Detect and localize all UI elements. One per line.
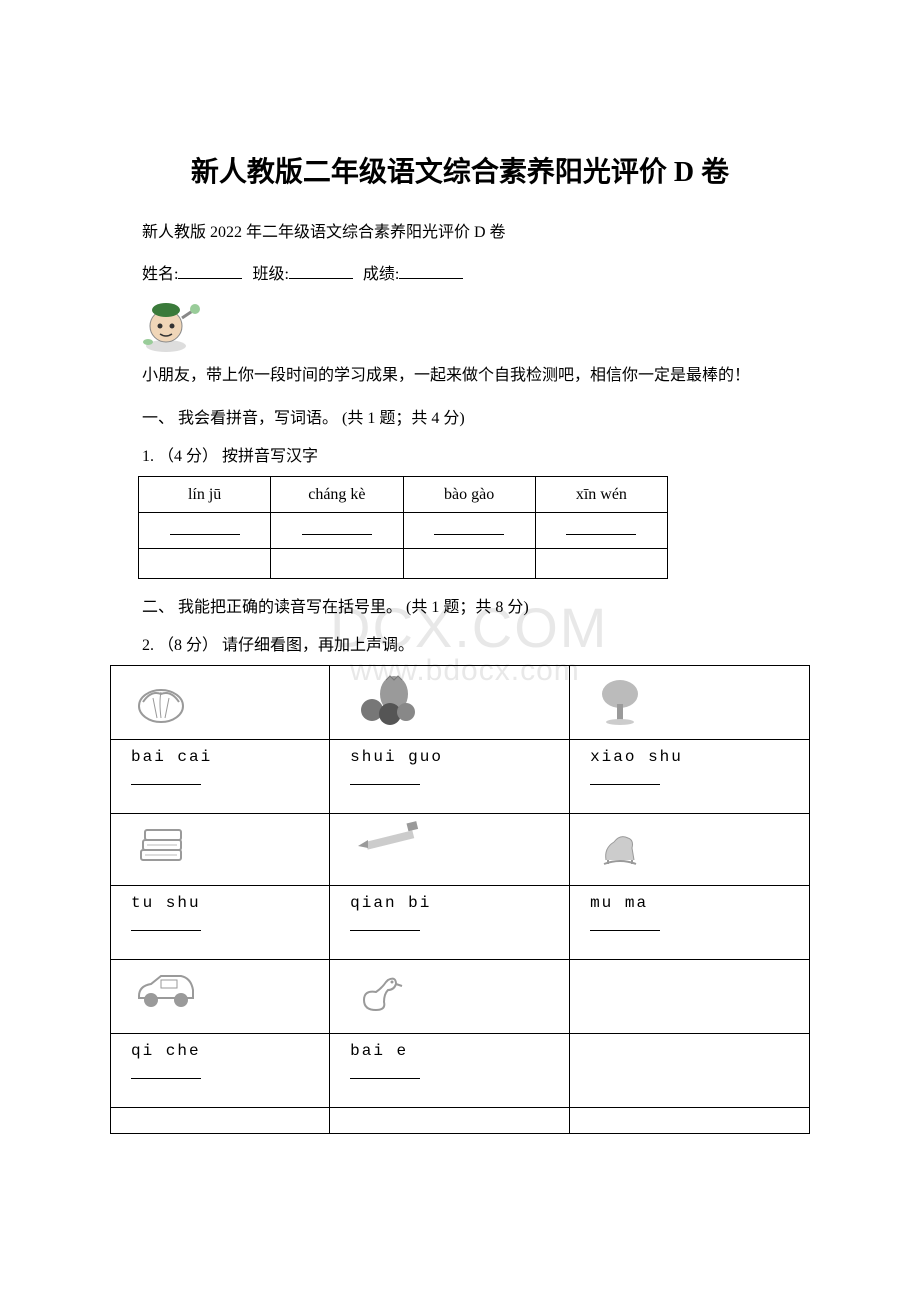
score-label: 成绩:	[363, 266, 399, 283]
answer-cell[interactable]	[535, 513, 667, 549]
empty-cell	[570, 1034, 810, 1108]
table-row	[111, 960, 810, 1034]
pinyin-cell: bào gào	[403, 477, 535, 513]
image-pinyin-table: bai cai shui guo xiao shu tu shu qian bi…	[110, 665, 810, 1134]
pinyin-answer[interactable]: tu shu	[111, 886, 330, 960]
fruit-icon	[330, 666, 570, 740]
table-row: qi che bai e	[111, 1034, 810, 1108]
answer-cell[interactable]	[271, 513, 403, 549]
pinyin-answer[interactable]: qian bi	[330, 886, 570, 960]
goose-icon	[330, 960, 570, 1034]
empty-cell	[535, 549, 667, 579]
empty-cell	[330, 1108, 570, 1134]
cartoon-icon	[138, 298, 810, 354]
pinyin-cell: lín jū	[139, 477, 271, 513]
question1: 1. （4 分） 按拼音写汉字	[110, 442, 810, 466]
table-row	[139, 549, 668, 579]
answer-cell[interactable]	[403, 513, 535, 549]
pinyin-answer[interactable]: bai cai	[111, 740, 330, 814]
table-row	[139, 513, 668, 549]
pinyin-answer[interactable]: bai e	[330, 1034, 570, 1108]
section2-heading: 二、 我能把正确的读音写在括号里。 (共 1 题；共 8 分)	[110, 593, 810, 617]
pinyin-table: lín jū cháng kè bào gào xīn wén	[138, 476, 668, 579]
empty-cell	[271, 549, 403, 579]
intro-text: 小朋友，带上你一段时间的学习成果，一起来做个自我检测吧，相信你一定是最棒的！	[110, 362, 810, 390]
table-row: bai cai shui guo xiao shu	[111, 740, 810, 814]
student-info-line: 姓名: 班级: 成绩:	[110, 260, 810, 284]
empty-cell	[403, 549, 535, 579]
tree-icon	[570, 666, 810, 740]
table-row	[111, 666, 810, 740]
table-row: lín jū cháng kè bào gào xīn wén	[139, 477, 668, 513]
class-blank[interactable]	[289, 278, 353, 279]
pinyin-answer[interactable]: qi che	[111, 1034, 330, 1108]
class-label: 班级:	[252, 266, 288, 283]
table-row	[111, 1108, 810, 1134]
page-title: 新人教版二年级语文综合素养阳光评价 D 卷	[110, 150, 810, 190]
empty-cell	[570, 960, 810, 1034]
books-icon	[111, 814, 330, 886]
table-row: tu shu qian bi mu ma	[111, 886, 810, 960]
table-row	[111, 814, 810, 886]
pencil-icon	[330, 814, 570, 886]
cabbage-icon	[111, 666, 330, 740]
pinyin-cell: cháng kè	[271, 477, 403, 513]
score-blank[interactable]	[399, 278, 463, 279]
pinyin-answer[interactable]: mu ma	[570, 886, 810, 960]
empty-cell	[139, 549, 271, 579]
subtitle: 新人教版 2022 年二年级语文综合素养阳光评价 D 卷	[110, 218, 810, 242]
answer-cell[interactable]	[139, 513, 271, 549]
empty-cell	[111, 1108, 330, 1134]
pinyin-answer[interactable]: xiao shu	[570, 740, 810, 814]
empty-cell	[570, 1108, 810, 1134]
horse-icon	[570, 814, 810, 886]
pinyin-answer[interactable]: shui guo	[330, 740, 570, 814]
car-icon	[111, 960, 330, 1034]
name-label: 姓名:	[142, 266, 178, 283]
pinyin-cell: xīn wén	[535, 477, 667, 513]
question2: 2. （8 分） 请仔细看图，再加上声调。	[110, 631, 810, 655]
name-blank[interactable]	[178, 278, 242, 279]
section1-heading: 一、 我会看拼音，写词语。 (共 1 题；共 4 分)	[110, 404, 810, 428]
